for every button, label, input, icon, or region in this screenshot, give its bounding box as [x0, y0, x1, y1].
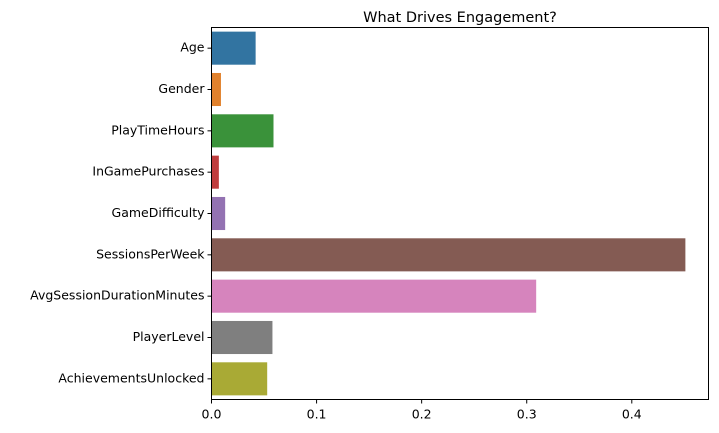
y-tick-label: Age	[180, 40, 204, 55]
bar	[211, 72, 221, 107]
x-tick-label: 0.4	[622, 407, 642, 422]
bar	[211, 320, 273, 355]
bar	[211, 196, 226, 231]
x-axis-ticks: 0.0 0.1 0.2 0.3 0.4	[202, 399, 642, 422]
bar	[211, 238, 686, 272]
bar	[211, 362, 268, 396]
x-tick-label: 0.0	[202, 407, 222, 422]
bars-group	[211, 31, 686, 396]
chart-title: What Drives Engagement?	[363, 10, 557, 26]
plot-frame	[211, 27, 709, 400]
y-tick-label: InGamePurchases	[92, 164, 204, 179]
bar	[211, 155, 219, 189]
y-tick-label: Gender	[158, 81, 205, 96]
y-tick-label: AchievementsUnlocked	[58, 370, 204, 385]
bar	[211, 279, 537, 313]
y-tick-label: AvgSessionDurationMinutes	[30, 288, 204, 303]
y-tick-label: PlayerLevel	[133, 329, 205, 344]
bar	[211, 31, 256, 65]
bar	[211, 114, 274, 148]
x-tick-label: 0.2	[412, 407, 432, 422]
x-tick-label: 0.3	[517, 407, 537, 422]
y-tick-label: GameDifficulty	[112, 205, 206, 220]
y-tick-label: SessionsPerWeek	[96, 246, 205, 261]
y-axis-ticks: Age Gender PlayTimeHours InGamePurchases Gam…	[30, 40, 212, 385]
y-tick-label: PlayTimeHours	[111, 122, 204, 137]
x-tick-label: 0.1	[307, 407, 327, 422]
